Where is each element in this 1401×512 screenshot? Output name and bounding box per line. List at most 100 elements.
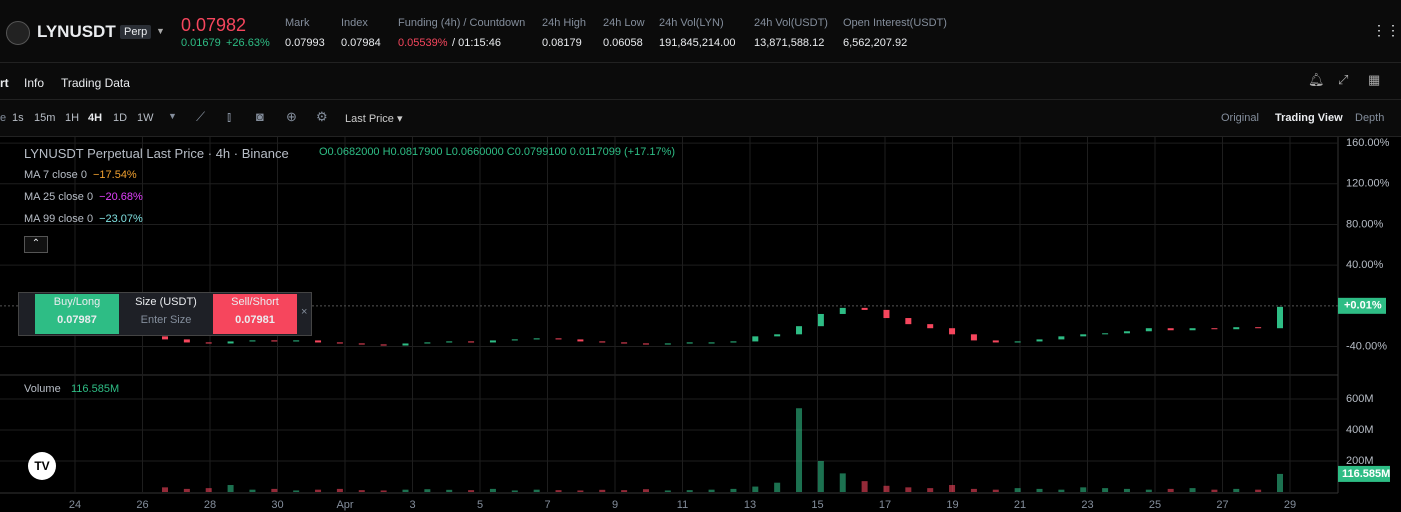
change-pct: +26.63% [226,37,270,49]
stat-value: 0.07993 [285,37,325,49]
ma-label: MA 25 close 0 [24,191,94,203]
ma-value: −20.68% [99,191,143,203]
interval[interactable]: 1s [12,112,24,124]
volume-bar [293,490,300,492]
alert-icon[interactable]: 🔔︎ [1308,72,1325,87]
x-tick-label: 21 [1014,499,1026,511]
volume-bar [162,487,168,492]
legend-ohlc: O0.0682000 H0.0817900 L0.0660000 C0.0799… [319,146,676,158]
volume-bar [1145,489,1152,492]
ma-value: −23.07% [99,213,143,225]
volume-bar [446,489,453,492]
sell-button[interactable]: Sell/Short 0.07981 [213,294,297,334]
candle [1233,327,1240,330]
candle [949,328,956,335]
candle [642,343,649,345]
candle [249,340,256,342]
x-tick-label: 3 [409,499,415,511]
last-price: 0.07982 [181,15,247,35]
badge: Perp [120,25,152,39]
tab[interactable]: Trading Data [61,76,130,90]
volume-bar [883,485,890,492]
volume-bar [599,489,606,492]
volume-bar [949,485,956,492]
volume-bar [817,460,824,492]
more-intervals[interactable]: ▼ [168,111,177,121]
candle [839,307,846,314]
camera-icon[interactable]: ◙ [256,109,264,124]
stat-value: 13,871,588.12 [754,37,825,49]
coin-logo [6,21,30,45]
candle [686,342,693,344]
interval[interactable]: 1W [137,112,154,124]
stat-value: 0.08179 [542,37,582,49]
tab[interactable]: rt [0,76,9,90]
size-input[interactable]: Size (USDT) Enter Size [120,294,212,334]
candle [1036,339,1043,342]
close-icon[interactable]: × [301,306,308,318]
indicator-icon[interactable]: ⟋ [196,109,206,124]
view-tab[interactable]: Depth [1355,112,1385,124]
stat-label: 24h High [542,17,587,29]
candle [774,334,781,337]
candle [1014,341,1021,343]
volume-bar [1102,488,1109,492]
menu-icon[interactable]: ⋮⋮ [1372,22,1400,38]
layout-icon[interactable]: ▦ [1368,72,1381,87]
candle [708,342,715,344]
volume-bar [183,488,190,492]
x-tick-label: 30 [271,499,283,511]
stat-label: Open Interest(USDT) [843,17,947,29]
change: 0.01679 [181,37,221,49]
y-tick-label: 80.00% [1346,218,1384,230]
candle [533,338,540,340]
volume-bar [424,489,431,492]
expand-icon[interactable]: ⤢ [1338,72,1349,87]
x-tick-label: 19 [946,499,958,511]
interval[interactable]: 1D [113,112,128,124]
candle-icon[interactable]: ⫾ [227,109,232,124]
view-tab[interactable]: Original [1221,112,1259,124]
buy-button[interactable]: Buy/Long 0.07987 [35,294,119,334]
x-tick-label: 27 [1216,499,1228,511]
volume-bar [489,488,496,492]
buy-price: 0.07987 [57,313,97,326]
candle [992,340,999,343]
tab[interactable]: Info [24,76,45,90]
volume-bar [271,488,278,492]
collapse-button[interactable]: ⌃ [24,236,48,253]
candle [861,307,868,310]
volume-bar [686,490,693,492]
stat-label: Index [341,17,368,29]
interval[interactable]: 15m [34,112,56,124]
candle [927,324,934,329]
y-tick-label: 40.00% [1346,259,1384,271]
y-tick-label: 200M [1346,455,1374,467]
symbol[interactable]: LYNUSDT [37,22,116,41]
volume-bar [577,490,584,492]
dropdown-arrow[interactable]: ▼ [156,26,165,36]
price-type-label: Last Price [345,113,394,125]
view-tab[interactable]: Trading View [1275,112,1343,124]
volume-bar [1255,489,1262,492]
candle [1102,333,1109,335]
tabs: rt Info Trading Data 🔔︎ ⤢ ▦ [0,63,1401,100]
volume-bar [621,490,628,492]
size-placeholder: Enter Size [140,313,192,326]
price-type[interactable]: Last Price ▾ [345,113,403,125]
candle [446,341,453,343]
interval[interactable]: 1H [65,112,80,124]
add-icon[interactable]: ⊕ [286,109,297,124]
x-tick-label: 29 [1284,499,1296,511]
x-tick-label: 15 [811,499,823,511]
stat-value: 0.07984 [341,37,381,49]
volume-bar [1233,488,1240,492]
settings-icon[interactable]: ⚙︎ [316,109,328,124]
stat-value: 6,562,207.92 [843,37,908,49]
x-tick-label: 7 [544,499,550,511]
volume-bar [358,490,365,492]
interval[interactable]: 4H [88,112,103,124]
volume-bar [533,489,540,492]
volume-bar [1123,488,1130,492]
